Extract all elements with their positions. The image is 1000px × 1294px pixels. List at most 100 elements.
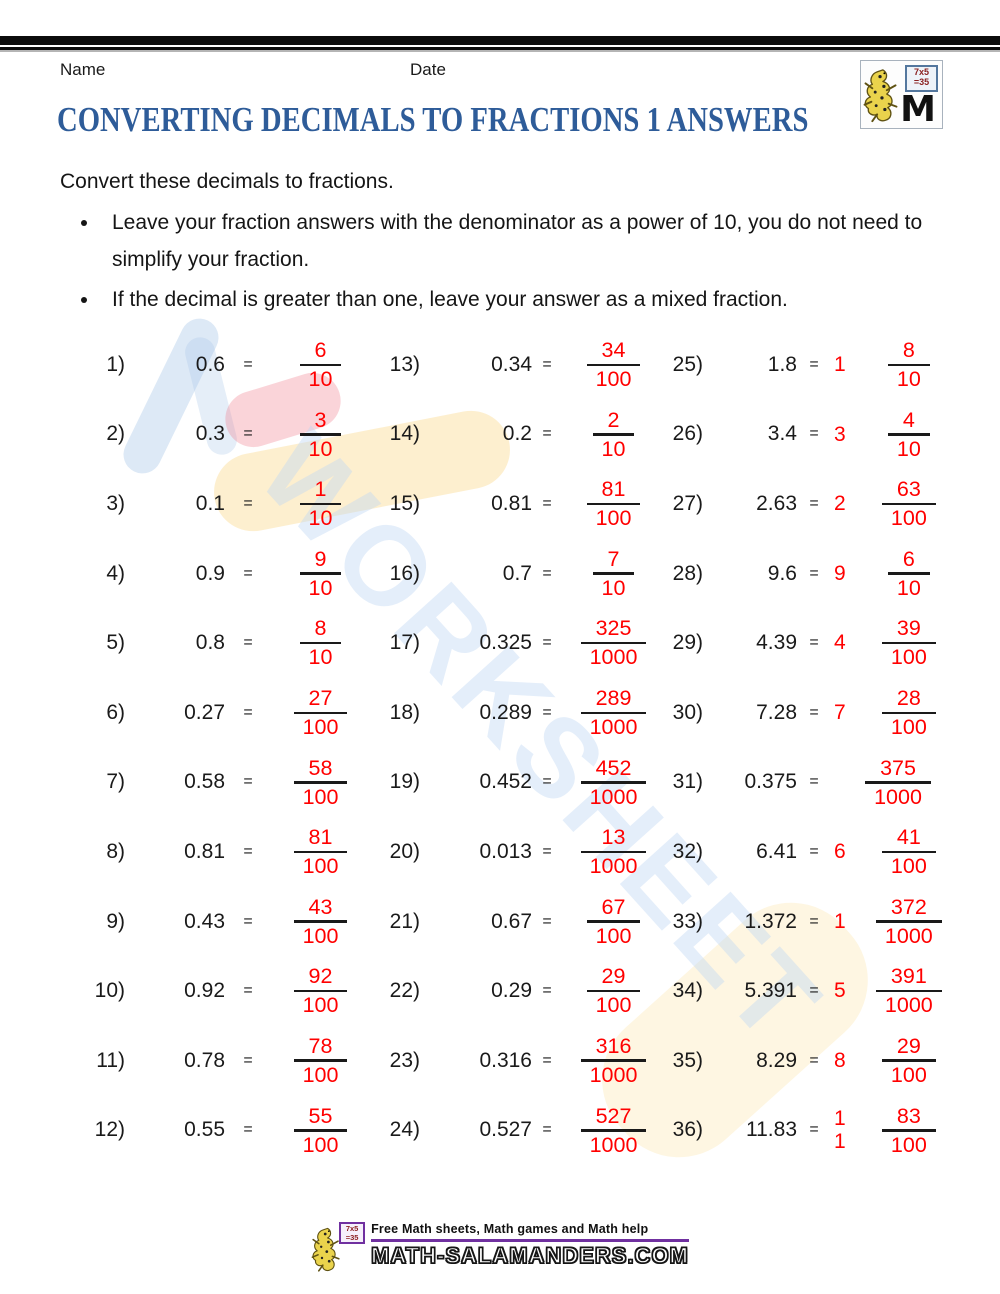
- problem-number: 21): [389, 909, 420, 933]
- fraction-wrap: 81 100: [271, 826, 370, 878]
- numerator: 43: [308, 894, 333, 919]
- fraction-wrap: 67 100: [562, 896, 665, 948]
- board-line-2: =35: [913, 77, 930, 88]
- decimal-value: 0.92: [184, 979, 225, 1003]
- problem-row: 6) 0.27 = 27 100: [60, 678, 370, 748]
- problems-column-3: 25) 1.8 = 1 8 10 26) 3.4 = 3 4 10 27) 2.63 = 2 63 100 28) 9…: [665, 330, 965, 1165]
- fraction-wrap: 527 1000: [562, 1103, 665, 1157]
- problem-row: 3) 0.1 = 1 10: [60, 469, 370, 539]
- fraction-answer: 67 100: [586, 896, 641, 948]
- instructions-list: Leave your fraction answers with the den…: [60, 205, 930, 321]
- denominator: 100: [302, 784, 339, 809]
- fraction-answer: 28 100: [881, 687, 936, 739]
- decimal-value: 0.316: [479, 1048, 532, 1072]
- equals-sign: =: [809, 912, 819, 930]
- decimal-value: 0.58: [184, 770, 225, 794]
- fraction-bar: [592, 572, 635, 575]
- footer-text: Free Math sheets, Math games and Math he…: [370, 1222, 689, 1269]
- decimal-value: 3.4: [767, 422, 797, 446]
- fraction-answer: 289 1000: [580, 685, 647, 739]
- numerator: 1: [314, 477, 327, 502]
- fraction-bar: [887, 572, 930, 575]
- equals-sign: =: [809, 703, 819, 721]
- problem-number: 14): [389, 422, 420, 446]
- denominator: 100: [890, 854, 927, 879]
- equals-sign: =: [243, 912, 253, 930]
- top-rule: [0, 36, 1000, 52]
- numerator: 6: [314, 337, 327, 362]
- problem-number: 17): [389, 631, 420, 655]
- fraction-wrap: 3 10: [271, 409, 370, 461]
- denominator: 1000: [589, 784, 638, 809]
- equals-sign: =: [542, 982, 552, 1000]
- footer-underline: [371, 1239, 689, 1242]
- denominator: 1000: [589, 645, 638, 670]
- fraction-bar: [580, 1059, 647, 1062]
- problem-number: 7): [106, 770, 125, 794]
- equals-sign: =: [542, 355, 552, 373]
- problem-number: 15): [389, 491, 420, 515]
- problem-number: 2): [106, 422, 125, 446]
- denominator: 100: [302, 1132, 339, 1157]
- numerator: 81: [308, 825, 333, 850]
- problem-row: 12) 0.55 = 55 100: [60, 1096, 370, 1166]
- numerator: 63: [896, 477, 921, 502]
- fraction-wrap: 375 1000: [831, 756, 965, 809]
- denominator: 10: [308, 367, 333, 392]
- problem-number: 22): [389, 979, 420, 1003]
- fraction-bar: [881, 641, 936, 645]
- equals-sign: =: [809, 425, 819, 443]
- whole-number: 1: [834, 353, 846, 377]
- numerator: 27: [308, 685, 333, 710]
- name-label: Name: [60, 60, 106, 79]
- fraction-bar: [293, 1059, 348, 1062]
- decimal-value: 5.391: [744, 979, 797, 1003]
- problem-number: 30): [672, 700, 703, 724]
- equals-sign: =: [542, 494, 552, 512]
- equals-sign: =: [542, 842, 552, 860]
- fraction-answer: 375 1000: [865, 756, 931, 809]
- equals-sign: =: [542, 634, 552, 652]
- problem-row: 17) 0.325 = 325 1000: [370, 608, 665, 678]
- equals-sign: =: [809, 564, 819, 582]
- decimal-value: 0.452: [479, 770, 532, 794]
- whole-number: 7: [834, 701, 846, 724]
- equals-sign: =: [243, 773, 253, 791]
- fraction-answer: 325 1000: [580, 617, 647, 670]
- fraction-answer: 55 100: [293, 1104, 348, 1157]
- numerator: 39: [896, 616, 921, 641]
- fraction-answer: 58 100: [293, 756, 348, 809]
- numerator: 13: [601, 825, 626, 850]
- fraction-answer: 39 100: [881, 616, 936, 669]
- fraction-bar: [580, 711, 647, 715]
- problem-row: 22) 0.29 = 29 100: [370, 956, 665, 1026]
- denominator: 10: [896, 436, 921, 461]
- equals-sign: =: [243, 425, 253, 443]
- decimal-value: 1.372: [744, 909, 797, 933]
- denominator: 10: [601, 436, 626, 461]
- denominator: 100: [595, 993, 632, 1018]
- numerator: 289: [595, 685, 632, 710]
- fraction-wrap: 63 100: [853, 478, 965, 530]
- numerator: 2: [607, 407, 620, 432]
- fraction-bar: [875, 920, 942, 923]
- numerator: 8: [314, 616, 327, 641]
- fraction-answer: 8 10: [887, 339, 930, 391]
- equals-sign: =: [809, 494, 819, 512]
- fraction-answer: 63 100: [881, 477, 936, 530]
- numerator: 7: [607, 546, 620, 571]
- decimal-value: 0.81: [184, 839, 225, 863]
- problem-number: 3): [106, 491, 125, 515]
- instructions-intro: Convert these decimals to fractions.: [60, 170, 394, 193]
- whole-number: 5: [834, 979, 846, 1003]
- whole-number: 3: [834, 422, 846, 446]
- problem-row: 31) 0.375 = 375 1000: [665, 748, 965, 818]
- fraction-wrap: 1 10: [271, 478, 370, 530]
- equals-sign: =: [809, 842, 819, 860]
- numerator: 527: [595, 1103, 632, 1128]
- problem-number: 4): [106, 561, 125, 585]
- fraction-bar: [887, 363, 930, 367]
- problem-number: 24): [389, 1118, 420, 1142]
- equals-sign: =: [542, 425, 552, 443]
- denominator: 10: [601, 575, 626, 600]
